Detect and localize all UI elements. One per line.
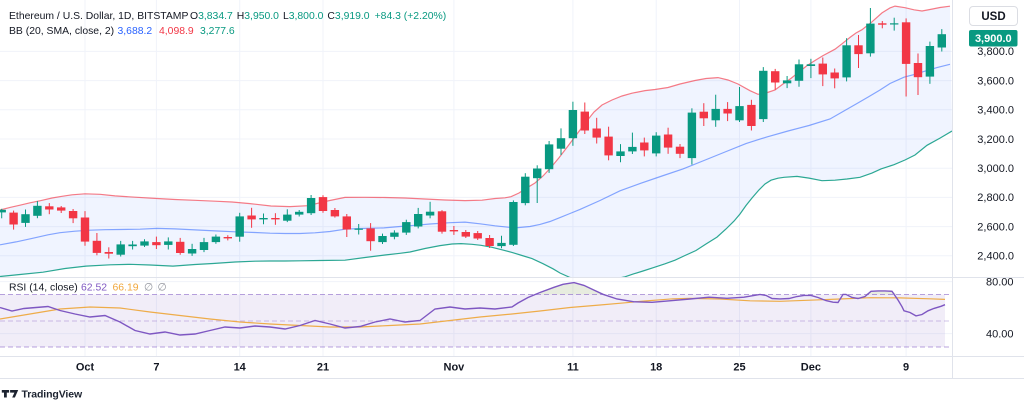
svg-text:21: 21 [317,362,329,374]
svg-text:RSI (14, close): RSI (14, close) [9,283,78,294]
svg-text:62.52: 62.52 [81,283,107,294]
svg-text:25: 25 [733,362,745,374]
svg-text:18: 18 [650,362,662,374]
svg-text:BB (20, SMA, close, 2): BB (20, SMA, close, 2) [9,26,114,37]
svg-text:3,800.0: 3,800.0 [977,46,1014,58]
svg-text:∅: ∅ [144,283,153,294]
svg-text:Dec: Dec [801,362,821,374]
svg-text:3,600.0: 3,600.0 [977,75,1014,87]
svg-text:4,098.9: 4,098.9 [159,26,194,37]
svg-text:40.00: 40.00 [986,329,1014,341]
svg-text:∅: ∅ [158,283,167,294]
svg-text:3,400.0: 3,400.0 [977,105,1014,117]
svg-text:80.00: 80.00 [986,277,1014,289]
svg-text:Nov: Nov [444,362,466,374]
svg-text:66.19: 66.19 [113,283,139,294]
svg-text:3,277.6: 3,277.6 [200,26,235,37]
svg-text:USD: USD [981,11,1005,23]
svg-text:Oct: Oct [76,362,95,374]
svg-text:14: 14 [234,362,247,374]
svg-text:3,688.2: 3,688.2 [118,26,153,37]
svg-text:Ethereum / U.S. Dollar, 1D, BI: Ethereum / U.S. Dollar, 1D, BITSTAMP [9,11,188,22]
svg-text:11: 11 [567,362,579,374]
svg-text:2,800.0: 2,800.0 [977,192,1014,204]
svg-text:3,200.0: 3,200.0 [977,134,1014,146]
svg-text:7: 7 [153,362,159,374]
svg-text:2,600.0: 2,600.0 [977,221,1014,233]
svg-text:O3,834.7H3,950.0L3,800.0C3,919: O3,834.7 H3,950.0 L3,800.0 C3,919.0 +84.3 (+… [190,11,446,22]
svg-text:3,900.0: 3,900.0 [975,33,1012,45]
svg-text:9: 9 [903,362,909,374]
svg-text:3,000.0: 3,000.0 [977,163,1014,175]
svg-text:TradingView: TradingView [22,388,83,400]
svg-text:2,400.0: 2,400.0 [977,251,1014,263]
